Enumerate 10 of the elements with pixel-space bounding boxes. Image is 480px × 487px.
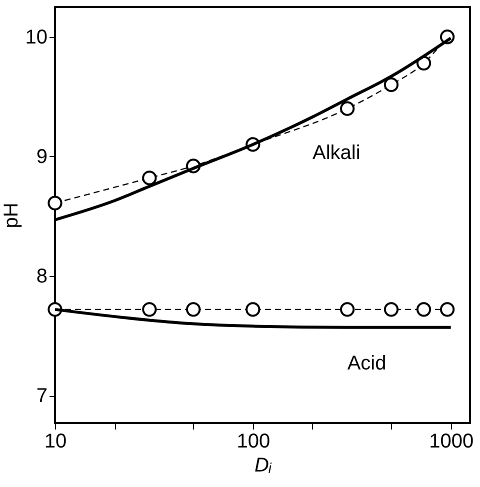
x-tick-label: 100 [236,430,270,452]
x-tick-label: 1000 [429,430,474,452]
y-tick-label: 9 [36,146,48,168]
series-label: Acid [347,352,386,374]
y-tick-label: 7 [36,385,48,408]
y-tick-label: 8 [36,265,48,288]
x-axis-title: Dᵢ [254,454,272,476]
series-label: Alkali [312,142,360,164]
y-axis-title: pH [0,202,22,228]
y-tick-label: 10 [25,26,48,48]
